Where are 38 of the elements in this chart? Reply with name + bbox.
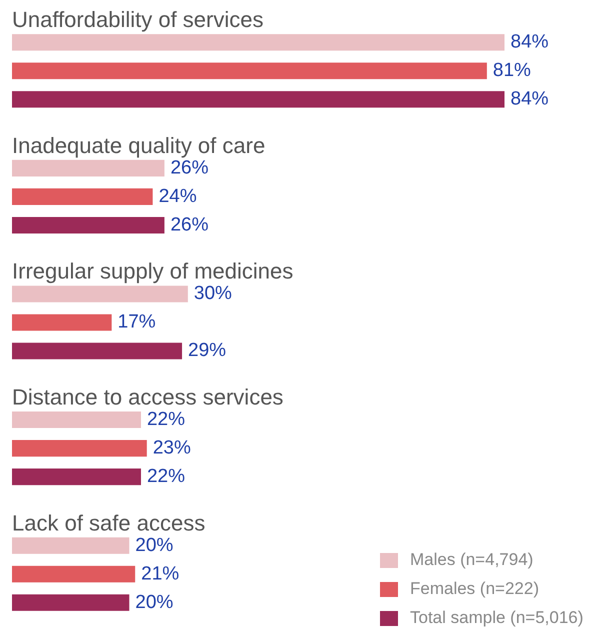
legend-label: Females (n=222) (410, 579, 539, 599)
data-label: 84% (510, 32, 549, 53)
y-tick-label: Unaffordability of services (12, 7, 264, 32)
legend-label: Total sample (n=5,016) (410, 608, 584, 628)
bar (12, 314, 112, 331)
data-label: 22% (146, 466, 186, 488)
data-label: 22% (146, 409, 186, 430)
bar (12, 216, 164, 234)
data-label: 29% (188, 340, 226, 362)
data-label: 26% (170, 157, 209, 178)
y-tick-label: Irregular supply of medicines (12, 258, 294, 284)
bar (12, 342, 182, 360)
bar (12, 286, 188, 302)
data-label: 26% (170, 214, 209, 236)
legend-label: Males (n=4,794) (410, 550, 534, 570)
bar (12, 594, 130, 611)
y-tick-label: Lack of safe access (12, 510, 206, 536)
data-label: 20% (135, 534, 174, 556)
data-label: 21% (141, 563, 180, 584)
data-label: 23% (152, 438, 191, 459)
bar (12, 440, 147, 457)
bar (12, 537, 130, 554)
bar (12, 188, 153, 205)
data-label: 24% (158, 186, 197, 207)
y-tick-label: Inadequate quality of care (12, 132, 266, 158)
bar (12, 412, 141, 428)
y-tick-label: Distance to access services (12, 384, 284, 410)
data-label: 81% (492, 60, 532, 82)
bar (12, 468, 141, 486)
data-label: 20% (135, 592, 174, 613)
data-label: 30% (194, 283, 232, 304)
data-label: 17% (118, 312, 156, 333)
bar (12, 91, 504, 108)
bar (12, 566, 136, 582)
bar (12, 160, 164, 176)
data-label: 84% (510, 88, 549, 110)
bar (12, 34, 504, 51)
bar (12, 62, 487, 80)
